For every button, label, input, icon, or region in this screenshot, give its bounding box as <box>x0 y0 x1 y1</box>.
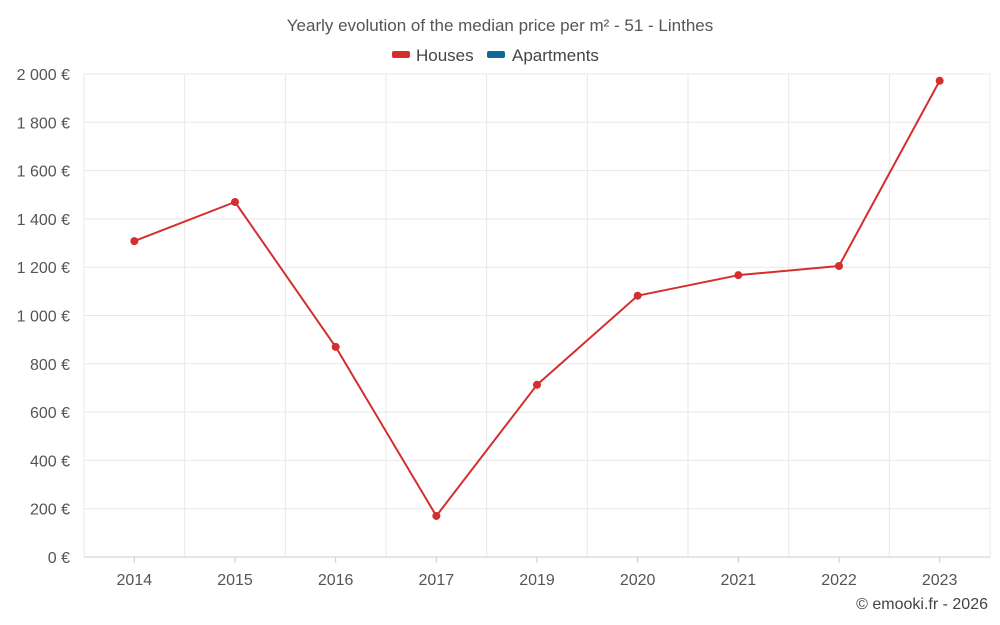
data-point[interactable] <box>935 76 944 85</box>
x-tick-label: 2015 <box>217 572 253 589</box>
x-tick-label: 2022 <box>821 572 857 589</box>
y-axis: 0 € 200 € 400 € 600 € 800 € 1 000 € 1 200 € 1 4… <box>17 67 70 567</box>
legend-swatch-houses <box>392 51 410 58</box>
data-point[interactable] <box>734 271 743 280</box>
legend-swatch-apartments <box>487 51 505 58</box>
data-point[interactable] <box>533 380 541 389</box>
x-tick-label: 2017 <box>419 572 455 589</box>
y-tick-label: 600 € <box>30 405 70 422</box>
gridlines <box>83 73 991 558</box>
y-tick-label: 800 € <box>30 357 70 374</box>
data-point[interactable] <box>835 261 843 270</box>
x-tick-label: 2021 <box>721 572 757 589</box>
y-tick-label: 2 000 € <box>17 67 70 84</box>
y-tick-label: 1 000 € <box>17 309 70 326</box>
data-point[interactable] <box>130 237 139 246</box>
legend-item-houses[interactable]: Houses <box>392 46 474 65</box>
credit-text: © emooki.fr - 2026 <box>856 596 988 613</box>
y-tick-label: 0 € <box>48 550 70 567</box>
series-houses <box>130 76 944 520</box>
chart-title: Yearly evolution of the median price per… <box>287 16 714 35</box>
x-tick-label: 2023 <box>922 572 958 589</box>
data-point[interactable] <box>331 342 340 351</box>
x-axis: 2014 2015 2016 2017 2019 2020 2021 2022 2023 <box>84 556 990 589</box>
x-tick-label: 2016 <box>318 572 354 589</box>
data-point[interactable] <box>633 291 642 300</box>
y-tick-label: 1 800 € <box>17 115 70 132</box>
series-line-houses <box>133 80 941 517</box>
x-tick-label: 2014 <box>117 572 153 589</box>
y-tick-label: 1 600 € <box>17 164 70 181</box>
y-tick-label: 1 200 € <box>17 260 70 277</box>
legend: Houses Apartments <box>392 46 599 65</box>
data-point[interactable] <box>231 197 239 206</box>
x-tick-label: 2020 <box>620 572 656 589</box>
legend-item-apartments[interactable]: Apartments <box>487 46 599 65</box>
x-tick-label: 2019 <box>519 572 555 589</box>
y-tick-label: 400 € <box>30 453 70 470</box>
y-tick-label: 1 400 € <box>17 212 70 229</box>
legend-label-apartments: Apartments <box>512 46 599 65</box>
legend-label-houses: Houses <box>416 46 474 65</box>
y-tick-label: 200 € <box>30 502 70 519</box>
data-point[interactable] <box>432 511 441 520</box>
